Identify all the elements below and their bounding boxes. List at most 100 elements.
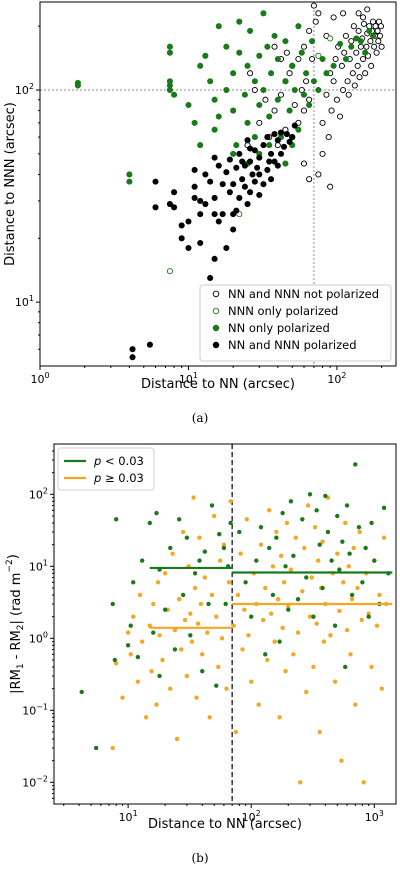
data-point-a-series-0: [330, 14, 337, 21]
data-point-b-series-1: [202, 575, 208, 580]
data-point-a-series-3: [241, 183, 248, 190]
data-point-b-series-1: [219, 636, 225, 641]
scatter-panel-a: 100 101 102 101 102 Distance to NN (arcsec) Di…: [3, 1, 397, 392]
data-point-b-series-1: [348, 652, 353, 657]
data-point-b-series-1: [302, 545, 307, 551]
data-point-a-series-2: [282, 78, 289, 85]
data-point-a-series-0: [337, 113, 344, 120]
data-point-b-series-0: [228, 520, 233, 526]
data-point-a-series-3: [260, 181, 267, 188]
data-point-a-series-0: [351, 82, 358, 89]
data-point-b-series-0: [200, 668, 205, 674]
data-point-a-series-3: [264, 166, 271, 173]
data-point-b-series-1: [162, 571, 168, 576]
data-point-b-series-1: [172, 627, 178, 633]
data-point-b-series-0: [325, 529, 331, 535]
data-point-b-series-0: [214, 683, 219, 688]
data-point-a-series-2: [230, 150, 237, 157]
legend-frame: [199, 284, 392, 362]
data-point-a-series-3: [197, 197, 204, 204]
plot-frame: [53, 443, 397, 805]
data-point-a-series-0: [251, 86, 258, 94]
data-point-b-series-1: [277, 715, 282, 720]
data-point-a-series-2: [366, 27, 373, 34]
data-point-a-series-0: [256, 119, 263, 126]
data-point-a-series-2: [267, 70, 275, 77]
data-point-b-series-1: [361, 780, 366, 785]
data-point-a-series-3: [197, 211, 204, 218]
data-point-a-series-2: [247, 27, 254, 34]
data-point-b-series-0: [243, 580, 248, 585]
data-point-b-series-0: [172, 647, 178, 652]
data-point-a-series-2: [171, 91, 178, 98]
data-point-a-series-3: [215, 162, 222, 169]
data-point-a-series-3: [251, 178, 258, 185]
data-point-a-series-2: [357, 38, 364, 45]
data-point-b-series-1: [374, 623, 380, 628]
data-point-b-series-0: [267, 545, 272, 551]
data-point-a-series-2: [330, 62, 337, 69]
data-point-b-series-1: [174, 736, 180, 742]
data-point-a-series-2: [271, 32, 278, 39]
data-point-b-series-0: [372, 558, 377, 563]
data-point-a-series-2: [274, 96, 281, 103]
data-point-b-series-1: [263, 585, 268, 591]
data-point-a-series-2: [202, 52, 209, 59]
data-point-a-series-0: [369, 18, 377, 25]
data-point-b-series-1: [211, 513, 217, 519]
data-point-b-series-0: [340, 539, 345, 544]
y-tick-label: 101: [15, 294, 34, 309]
data-point-b-series-1: [249, 679, 254, 684]
data-point-a-series-3: [286, 138, 293, 145]
data-point-a-series-0: [295, 55, 302, 63]
y-tick-label: 101: [29, 558, 48, 573]
data-point-a-series-2: [256, 52, 263, 59]
data-point-b-series-0: [311, 614, 316, 619]
data-point-a-series-0: [371, 43, 378, 50]
data-point-b-series-0: [110, 601, 115, 607]
data-point-a-series-3: [191, 183, 198, 190]
data-point-a-series-2: [197, 62, 204, 69]
data-point-a-series-0: [325, 134, 332, 141]
data-point-a-series-2: [223, 43, 230, 50]
data-point-a-series-3: [166, 201, 173, 208]
data-point-a-series-3: [291, 122, 298, 129]
data-point-b-series-1: [157, 633, 162, 638]
data-point-a-series-0: [332, 55, 339, 63]
data-point-b-series-1: [339, 758, 344, 763]
data-point-a-series-2: [266, 113, 273, 120]
data-point-a-series-1: [327, 35, 334, 42]
data-point-b-series-0: [280, 510, 285, 516]
data-point-a-series-0: [315, 10, 322, 17]
data-point-b-series-0: [349, 592, 355, 598]
data-point-b-series-1: [280, 625, 285, 631]
data-point-a-series-3: [152, 204, 159, 211]
data-point-a-series-3: [274, 137, 281, 144]
legend-marker: [212, 324, 220, 332]
y-tick-label: 10−2: [22, 774, 48, 789]
data-point-a-series-2: [298, 49, 305, 56]
data-point-b-series-1: [337, 608, 342, 614]
data-point-a-series-0: [373, 49, 380, 56]
data-point-b-series-1: [321, 639, 327, 644]
data-point-b-series-1: [357, 529, 362, 535]
data-point-a-series-2: [230, 107, 237, 114]
data-point-a-series-0: [323, 91, 330, 98]
data-point-a-series-3: [239, 158, 246, 165]
data-point-b-series-0: [363, 545, 368, 551]
data-point-a-series-2: [74, 82, 81, 89]
data-point-a-series-0: [300, 43, 308, 50]
data-point-b-series-0: [356, 524, 362, 530]
data-point-b-series-1: [194, 695, 199, 700]
data-point-b-series-0: [197, 558, 202, 563]
data-point-b-series-1: [214, 614, 219, 619]
data-point-b-series-1: [110, 745, 115, 751]
data-point-b-series-1: [312, 524, 318, 530]
data-point-a-series-3: [191, 166, 198, 173]
data-point-b-series-1: [149, 668, 154, 674]
data-point-a-series-3: [267, 176, 275, 183]
legend-marker: [212, 290, 220, 298]
data-point-a-series-2: [230, 70, 237, 77]
data-point-b-series-1: [238, 551, 243, 556]
